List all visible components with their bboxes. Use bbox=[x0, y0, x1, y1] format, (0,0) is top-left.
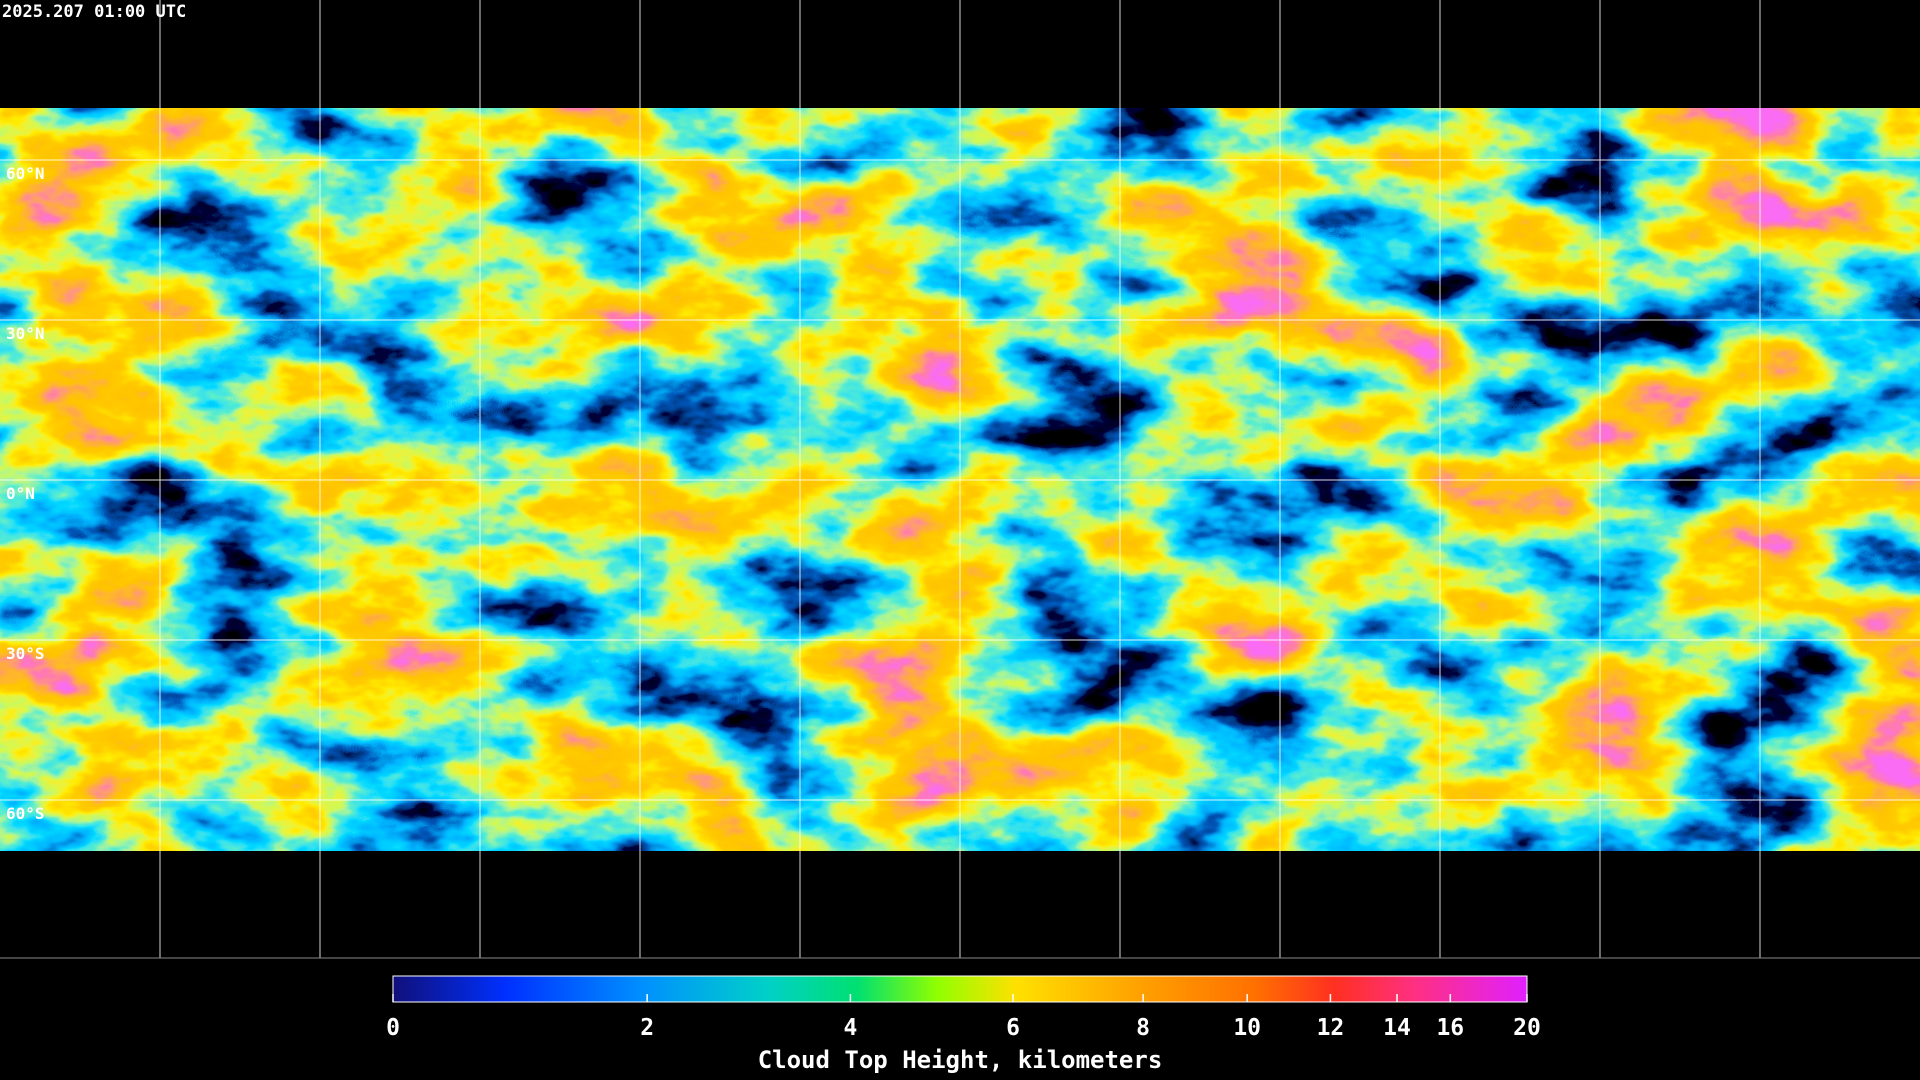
latitude-label: 30°S bbox=[6, 644, 45, 663]
colorbar-tick-label: 0 bbox=[386, 1015, 400, 1041]
timestamp: 2025.207 01:00 UTC bbox=[2, 2, 186, 22]
latitude-labels: 60°N 30°N 0°N 30°S 60°S bbox=[6, 164, 45, 823]
colorbar-tick-label: 12 bbox=[1317, 1015, 1345, 1041]
graticule bbox=[0, 0, 1920, 958]
colorbar bbox=[392, 975, 1528, 1003]
latitude-label: 60°N bbox=[6, 164, 45, 183]
colorbar-tick-label: 6 bbox=[1006, 1015, 1020, 1041]
colorbar-tick-label: 10 bbox=[1233, 1015, 1261, 1041]
colorbar-tick-label: 2 bbox=[640, 1015, 654, 1041]
colorbar-title: Cloud Top Height, kilometers bbox=[758, 1046, 1163, 1074]
colorbar-tick-label: 4 bbox=[843, 1015, 857, 1041]
latitude-label: 0°N bbox=[6, 484, 35, 503]
colorbar-tick-label: 16 bbox=[1436, 1015, 1464, 1041]
colorbar-tick-label: 14 bbox=[1383, 1015, 1411, 1041]
latitude-label: 60°S bbox=[6, 804, 45, 823]
colorbar-tick-label: 8 bbox=[1136, 1015, 1150, 1041]
latitude-label: 30°N bbox=[6, 324, 45, 343]
colorbar-tick-label: 20 bbox=[1513, 1015, 1541, 1041]
colorbar-ticks: 0 2 4 6 8 10 12 14 16 20 bbox=[386, 994, 1541, 1041]
